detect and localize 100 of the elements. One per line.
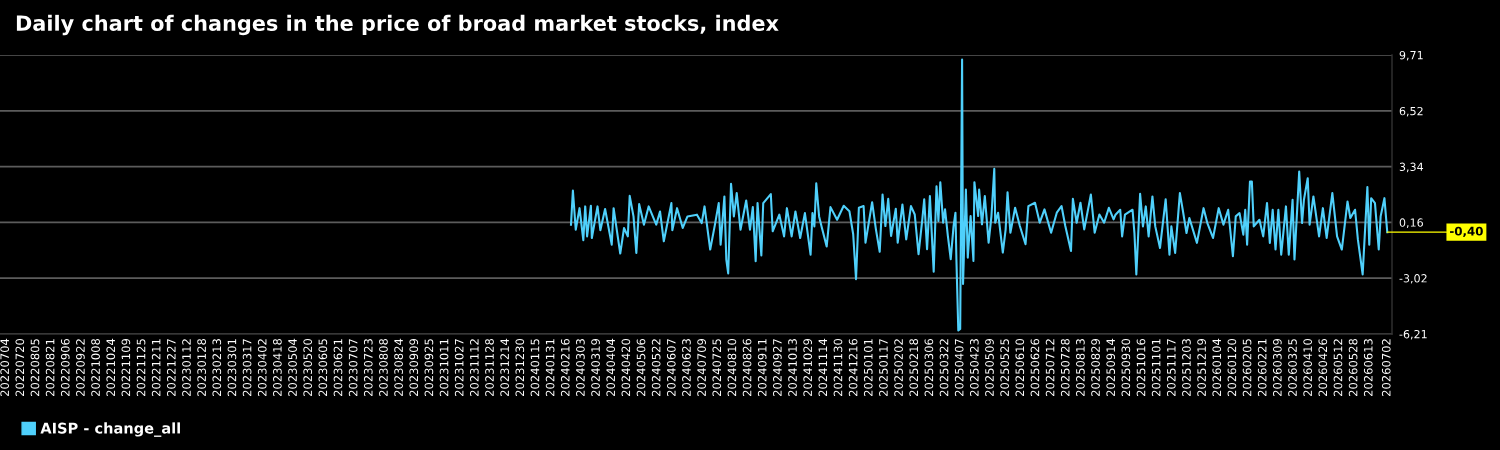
x-tick-label: 20230418: [273, 338, 282, 396]
x-tick-label: 20250829: [1091, 338, 1100, 396]
x-tick-label: 20221211: [151, 339, 161, 396]
y-tick-label: 9,71: [1399, 50, 1423, 61]
x-tick-label: 20230504: [288, 338, 297, 396]
x-tick-label: 20251101: [1151, 339, 1161, 396]
x-tick-label: 20250202: [894, 339, 903, 396]
x-tick-label: 20230723: [363, 339, 373, 396]
x-tick-label: 20230520: [303, 338, 313, 396]
x-tick-label: 20221227: [166, 339, 176, 396]
x-tick-label: 20230112: [182, 339, 191, 396]
x-tick-label: 20221109: [121, 338, 131, 396]
x-tick-label: 20231230: [515, 338, 525, 396]
x-tick-label: 20230213: [212, 339, 222, 396]
x-tick-label: 20240216: [560, 338, 570, 396]
x-tick-label: 20260104: [1212, 338, 1222, 396]
x-tick-label: 20231214: [500, 338, 510, 396]
line-series: [569, 58, 1389, 332]
x-tick-label: 20250218: [909, 338, 919, 396]
x-tick-label: 20230128: [197, 338, 206, 396]
x-tick-label: 20260205: [1242, 339, 1252, 396]
x-tick-label: 20250728: [1060, 338, 1070, 396]
x-tick-label: 20230824: [394, 338, 403, 396]
x-tick-label: 20250626: [1030, 338, 1040, 396]
x-tick-label: 20240420: [621, 338, 631, 396]
x-tick-label: 20241013: [788, 339, 797, 396]
x-tick-label: 20240506: [636, 338, 646, 396]
x-tick-label: 20260512: [1333, 339, 1343, 396]
x-tick-label: 20260613: [1363, 339, 1373, 396]
x-tick-label: 20260309: [1272, 338, 1282, 396]
x-tick-label: 20250322: [939, 339, 949, 396]
x-tick-label: 20220906: [60, 338, 70, 396]
x-tick-label: 20220704: [0, 338, 10, 396]
x-tick-label: 20241029: [803, 338, 813, 396]
x-tick-label: 20220805: [30, 339, 40, 396]
x-tick-label: 20250117: [879, 339, 888, 396]
x-tick-label: 20240607: [666, 339, 676, 396]
x-tick-label: 20240709: [697, 338, 706, 396]
x-tick-label: 20221125: [136, 339, 146, 396]
x-tick-label: 20221008: [91, 338, 100, 396]
x-tick-label: 20220720: [15, 338, 25, 396]
x-tick-label: 20240522: [651, 339, 661, 396]
x-tick-label: 20241114: [818, 338, 828, 396]
x-tick-label: 20250813: [1076, 339, 1085, 396]
legend-label: AISP - change_all: [40, 422, 180, 437]
x-tick-label: 20220922: [76, 339, 85, 396]
x-tick-label: 20230707: [348, 339, 358, 396]
x-tick-label: 20250306: [924, 338, 934, 396]
x-tick-label: 20240810: [727, 338, 737, 396]
x-tick-label: 20250914: [1106, 338, 1116, 396]
x-tick-label: 20240826: [742, 338, 752, 396]
x-tick-label: 20240319: [591, 338, 600, 396]
x-tick-label: 20260702: [1381, 339, 1391, 396]
y-tick-label: 3,34: [1399, 162, 1424, 173]
chart-title: Daily chart of changes in the price of broad market stocks, index: [16, 14, 779, 36]
x-tick-label: 20250525: [1000, 339, 1009, 396]
annotation: -0,40: [1450, 226, 1483, 238]
x-tick-label: 20251219: [1197, 338, 1206, 396]
x-tick-label: 20230808: [379, 338, 388, 396]
x-tick-label: 20260426: [1318, 338, 1328, 396]
x-tick-label: 20250509: [985, 338, 994, 396]
x-tick-label: 20231128: [485, 338, 494, 396]
x-tick-label: 20250610: [1015, 338, 1025, 396]
x-tick-label: 20240725: [712, 339, 722, 396]
x-tick-label: 20230925: [424, 339, 434, 396]
x-tick-label: 20260410: [1303, 338, 1313, 396]
x-tick-label: 20231112: [469, 339, 479, 396]
x-tick-label: 20260528: [1348, 338, 1358, 396]
x-tick-label: 20260120: [1227, 338, 1237, 396]
x-tick-label: 20231027: [454, 339, 464, 396]
y-tick-label: -6,21: [1399, 329, 1427, 340]
x-tick-label: 20250407: [954, 339, 964, 396]
x-tick-label: 20230317: [242, 339, 252, 396]
x-tick-label: 20240404: [606, 338, 616, 396]
x-tick-label: 20260221: [1257, 339, 1267, 396]
x-tick-label: 20251203: [1182, 339, 1191, 396]
x-tick-label: 20231011: [439, 339, 449, 396]
y-tick-label: 6,52: [1399, 106, 1423, 117]
x-tick-label: 20220821: [45, 339, 55, 396]
x-tick-label: 20240303: [576, 339, 585, 396]
x-tick-label: 20250930: [1121, 338, 1131, 396]
x-tick-label: 20250423: [969, 339, 979, 396]
x-tick-label: 20221024: [106, 338, 116, 396]
x-tick-label: 20240115: [530, 339, 540, 396]
y-tick-label: 0,16: [1399, 218, 1423, 228]
x-tick-label: 20240911: [757, 339, 767, 396]
x-tick-label: 20240623: [682, 339, 691, 396]
x-tick-label: 20240927: [773, 339, 782, 396]
y-tick-label: -3,02: [1399, 274, 1427, 284]
x-tick-label: 20230301: [227, 339, 237, 396]
x-tick-label: 20260325: [1288, 339, 1297, 396]
x-tick-label: 20251016: [1136, 338, 1146, 396]
x-tick-label: 20240131: [545, 339, 555, 396]
x-tick-label: 20230909: [409, 338, 419, 396]
x-tick-label: 20230402: [257, 339, 267, 396]
x-tick-label: 20241130: [833, 338, 843, 396]
x-tick-label: 20241216: [848, 338, 858, 396]
x-tick-label: 20250712: [1045, 339, 1055, 396]
x-tick-label: 20250101: [863, 339, 873, 396]
x-tick-label: 20230621: [333, 339, 343, 396]
